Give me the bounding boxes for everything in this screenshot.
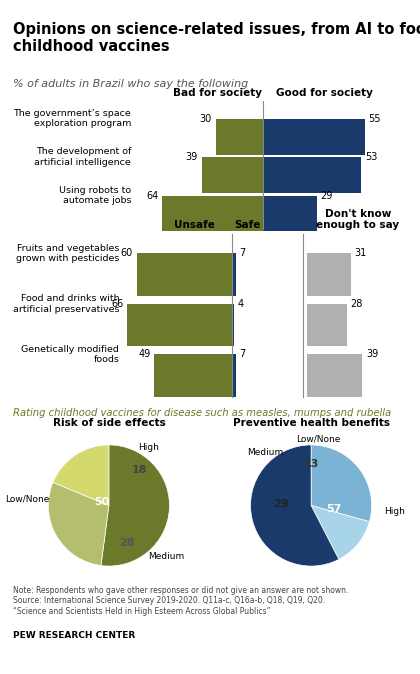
Text: Food and drinks with
artificial preservatives: Food and drinks with artificial preserva… [13,294,119,313]
Text: Low/None: Low/None [296,434,341,443]
Bar [216,119,263,154]
Bar [263,119,365,154]
Text: 28: 28 [119,538,135,548]
Text: 7: 7 [239,248,246,258]
Text: Fruits and vegetables
grown with pesticides: Fruits and vegetables grown with pestici… [16,243,119,263]
Text: 64: 64 [146,191,158,201]
Bar [232,355,236,397]
Bar [307,253,351,296]
Text: Medium: Medium [247,448,284,457]
Text: 7: 7 [239,349,246,359]
Text: 28: 28 [350,299,363,309]
Text: % of adults in Brazil who say the following: % of adults in Brazil who say the follow… [13,80,248,89]
Wedge shape [311,506,370,559]
Text: Note: Respondents who gave other responses or did not give an answer are not sho: Note: Respondents who gave other respons… [13,586,348,616]
Text: 30: 30 [200,114,212,124]
Text: The government’s space
exploration program: The government’s space exploration progr… [13,109,131,129]
Bar [162,195,263,231]
Text: PEW RESEARCH CENTER: PEW RESEARCH CENTER [13,631,135,640]
Text: Using robots to
automate jobs: Using robots to automate jobs [59,186,131,206]
Bar [307,355,362,397]
Bar [137,253,232,296]
Text: 29: 29 [273,499,289,510]
Wedge shape [311,445,372,522]
Text: Rating childhood vaccines for disease such as measles, mumps and rubella: Rating childhood vaccines for disease su… [13,408,391,419]
Text: 29: 29 [321,191,333,201]
Text: Low/None: Low/None [5,495,49,504]
Text: The development of
artificial intelligence: The development of artificial intelligen… [34,148,131,167]
Text: 60: 60 [121,248,133,258]
Text: Medium: Medium [148,553,184,561]
Text: Unsafe: Unsafe [174,220,215,231]
Text: Safe: Safe [234,220,261,231]
Bar [128,304,232,346]
Text: Don't know
enough to say: Don't know enough to say [317,209,399,231]
Bar [154,355,232,397]
Text: 39: 39 [366,349,378,359]
Title: Preventive health benefits: Preventive health benefits [233,418,390,427]
Bar [263,195,317,231]
Text: 31: 31 [355,248,367,258]
Wedge shape [48,483,109,565]
Text: 50: 50 [94,497,109,508]
Text: Opinions on science-related issues, from AI to food to
childhood vaccines: Opinions on science-related issues, from… [13,22,420,54]
Wedge shape [53,445,109,506]
Text: 18: 18 [131,465,147,475]
Text: High: High [138,443,159,452]
Text: 13: 13 [303,459,319,469]
Wedge shape [251,445,339,566]
Text: Genetically modified
foods: Genetically modified foods [21,344,119,364]
Text: 66: 66 [111,299,123,309]
Text: 53: 53 [365,152,377,162]
Bar [232,304,234,346]
Text: Good for society: Good for society [276,88,373,98]
Text: 39: 39 [186,152,198,162]
Text: Bad for society: Bad for society [173,88,262,98]
Text: High: High [384,507,405,516]
Text: 49: 49 [138,349,150,359]
Wedge shape [101,445,169,566]
Bar [263,157,361,193]
Bar [202,157,263,193]
Text: 4: 4 [238,299,244,309]
Title: Risk of side effects: Risk of side effects [52,418,165,427]
Bar [232,253,236,296]
Text: 57: 57 [326,503,342,514]
Bar [307,304,346,346]
Text: 55: 55 [369,114,381,124]
